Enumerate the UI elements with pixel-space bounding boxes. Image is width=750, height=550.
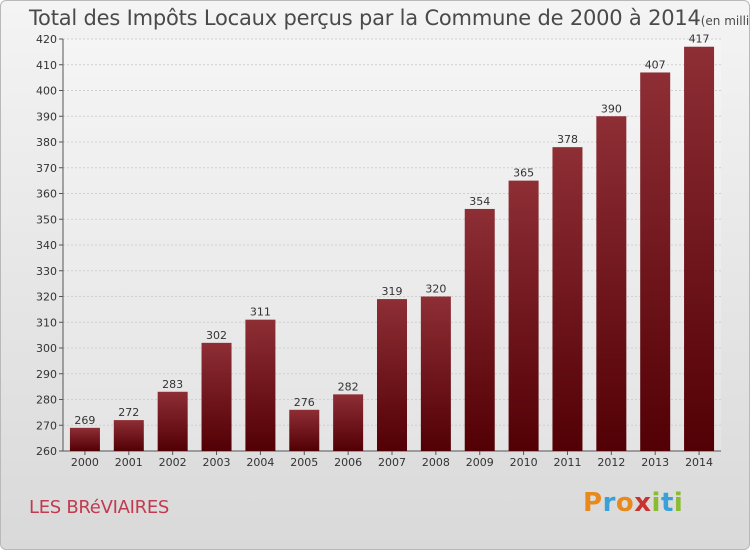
bar — [157, 391, 188, 451]
data-label: 320 — [425, 283, 446, 296]
x-tick-label: 2000 — [71, 456, 99, 469]
y-tick-label: 300 — [36, 342, 57, 355]
unit-note: (en milliers d'€) — [700, 14, 750, 28]
bar — [113, 420, 144, 451]
y-tick-label: 330 — [36, 265, 57, 278]
data-label: 390 — [601, 102, 622, 115]
data-label: 311 — [250, 306, 271, 319]
y-tick-label: 340 — [36, 239, 57, 252]
data-label: 282 — [338, 380, 359, 393]
data-label: 276 — [294, 396, 315, 409]
x-tick-label: 2010 — [510, 456, 538, 469]
bar — [420, 296, 451, 451]
logo-letter: P — [583, 488, 603, 518]
title-text: Total des Impôts Locaux perçus par la Co… — [29, 6, 701, 30]
x-tick-label: 2009 — [466, 456, 494, 469]
bar — [596, 116, 627, 451]
commune-name: LES BRéVIAIRES — [29, 497, 170, 518]
proxiti-logo: Proxiti — [583, 488, 683, 518]
data-label: 302 — [206, 329, 227, 342]
bar — [464, 208, 495, 451]
bar — [289, 409, 320, 451]
bar — [640, 72, 671, 451]
bar — [245, 319, 276, 451]
x-tick-label: 2008 — [422, 456, 450, 469]
x-tick-label: 2013 — [641, 456, 669, 469]
y-tick-label: 410 — [36, 59, 57, 72]
y-tick-label: 280 — [36, 394, 57, 407]
y-tick-label: 370 — [36, 162, 57, 175]
bar — [333, 394, 364, 451]
logo-letter: i — [651, 488, 661, 518]
chart-title: Total des Impôts Locaux perçus par la Co… — [29, 6, 750, 30]
logo-letter: r — [602, 488, 616, 518]
y-tick-label: 390 — [36, 110, 57, 123]
y-tick-label: 310 — [36, 316, 57, 329]
data-label: 365 — [513, 167, 534, 180]
data-label: 378 — [557, 133, 578, 146]
x-tick-label: 2002 — [159, 456, 187, 469]
bar — [69, 427, 100, 451]
y-tick-label: 290 — [36, 368, 57, 381]
data-label: 283 — [162, 378, 183, 391]
bar — [508, 180, 539, 451]
data-label: 319 — [382, 285, 403, 298]
y-tick-label: 270 — [36, 419, 57, 432]
y-tick-label: 350 — [36, 213, 57, 226]
bar — [684, 46, 715, 451]
x-tick-label: 2006 — [334, 456, 362, 469]
data-label: 354 — [469, 195, 490, 208]
bar — [552, 147, 583, 451]
bar — [377, 299, 407, 451]
logo-letter: x — [634, 488, 652, 518]
y-tick-label: 360 — [36, 188, 57, 201]
y-tick-label: 400 — [36, 85, 57, 98]
x-tick-label: 2005 — [290, 456, 318, 469]
y-tick-label: 320 — [36, 291, 57, 304]
data-label: 272 — [118, 406, 139, 419]
y-tick-label: 380 — [36, 136, 57, 149]
logo-letter: o — [615, 488, 635, 518]
y-tick-label: 260 — [36, 445, 57, 458]
y-tick-label: 420 — [36, 33, 57, 46]
logo-letter: i — [673, 488, 684, 518]
x-tick-label: 2004 — [246, 456, 274, 469]
x-tick-label: 2014 — [685, 456, 713, 469]
logo-letter: t — [660, 488, 674, 518]
x-tick-label: 2007 — [378, 456, 406, 469]
data-label: 417 — [689, 33, 710, 46]
x-tick-label: 2001 — [115, 456, 143, 469]
plot-area: 260 270 280 290 300 310 320 330 340 350 360 370 380 3… — [36, 33, 721, 469]
data-label: 407 — [645, 58, 666, 71]
data-label: 269 — [74, 414, 95, 427]
x-tick-label: 2012 — [597, 456, 625, 469]
bar — [201, 342, 232, 451]
x-tick-label: 2011 — [553, 456, 581, 469]
x-tick-label: 2003 — [203, 456, 231, 469]
